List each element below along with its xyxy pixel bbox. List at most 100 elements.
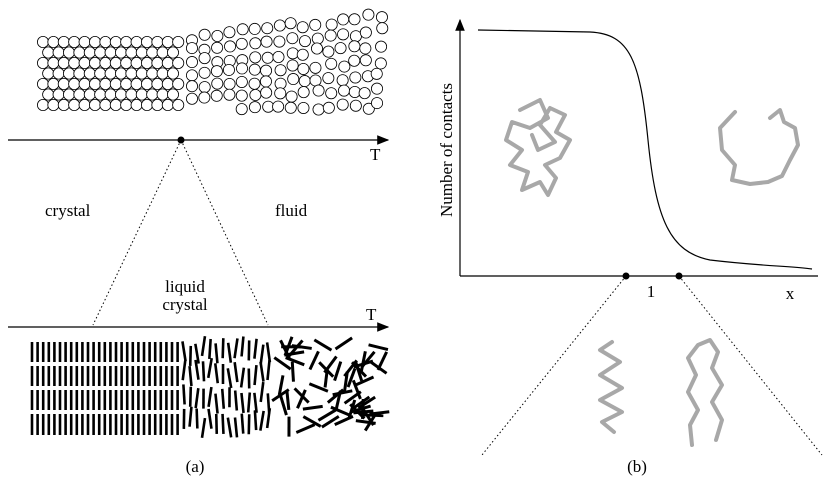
particle — [250, 38, 261, 49]
rod — [286, 358, 305, 365]
axis-label: T — [370, 145, 381, 164]
particle — [152, 99, 163, 110]
particle — [48, 57, 59, 68]
particle — [326, 58, 337, 69]
particle — [84, 47, 95, 58]
particle — [79, 57, 90, 68]
particle — [152, 36, 163, 47]
particle — [105, 68, 116, 79]
rod — [303, 406, 323, 409]
particle — [335, 42, 346, 53]
rod — [378, 352, 387, 370]
particle — [147, 89, 158, 100]
particle — [105, 47, 116, 58]
particle — [115, 68, 126, 79]
figure: T crystal fluid liquid crystal T (a) Num… — [0, 0, 825, 480]
particle — [110, 78, 121, 89]
particle — [237, 24, 248, 35]
rod — [202, 336, 205, 356]
rod — [228, 418, 231, 438]
particle — [43, 89, 54, 100]
rod — [208, 358, 211, 378]
rod — [296, 425, 314, 433]
particle — [349, 41, 360, 52]
particle — [310, 75, 321, 86]
polymer-helix — [600, 342, 622, 432]
particle — [349, 55, 360, 66]
particle — [298, 63, 309, 74]
particle — [37, 36, 48, 47]
particle — [173, 99, 184, 110]
phase-label: fluid — [275, 201, 308, 220]
particle — [211, 90, 222, 101]
particle — [261, 36, 272, 47]
polymers — [506, 100, 798, 445]
rod — [223, 338, 224, 358]
particle — [274, 20, 285, 31]
particle — [89, 99, 100, 110]
particle — [375, 58, 386, 69]
particle-layer — [37, 9, 387, 115]
rod — [242, 414, 243, 434]
rod — [215, 394, 217, 414]
particle — [250, 52, 261, 63]
particle — [152, 57, 163, 68]
particle — [236, 90, 247, 101]
particle — [63, 68, 74, 79]
particle — [89, 78, 100, 89]
particle — [48, 99, 59, 110]
particle — [173, 78, 184, 89]
phase-label: liquid — [165, 277, 205, 296]
particle — [100, 78, 111, 89]
rod — [325, 356, 337, 372]
particle — [199, 53, 210, 64]
particle — [162, 36, 173, 47]
zoom-line — [679, 276, 822, 455]
particle — [37, 57, 48, 68]
particle — [224, 78, 235, 89]
particle — [126, 89, 137, 100]
particle — [250, 89, 261, 100]
rod — [255, 365, 257, 385]
particle — [162, 78, 173, 89]
rod — [216, 343, 218, 363]
rod — [254, 339, 256, 359]
particle — [350, 31, 361, 42]
particle — [115, 47, 126, 58]
particle — [298, 102, 309, 113]
rod — [215, 363, 217, 383]
particle — [337, 29, 348, 40]
particle — [262, 23, 273, 34]
rod — [241, 393, 243, 413]
zoom-line — [482, 276, 626, 455]
particle — [48, 78, 59, 89]
particle — [126, 47, 137, 58]
particle — [299, 75, 310, 86]
particle — [167, 47, 178, 58]
particle — [37, 99, 48, 110]
particle — [236, 63, 247, 74]
particle — [131, 78, 142, 89]
particle — [325, 30, 336, 41]
particle — [186, 81, 197, 92]
rod — [241, 368, 244, 388]
particle — [136, 89, 147, 100]
particle — [350, 100, 361, 111]
particle — [121, 99, 132, 110]
phase-label: crystal — [45, 201, 91, 220]
rod — [248, 393, 250, 413]
particle — [167, 89, 178, 100]
particle — [260, 76, 271, 87]
particle — [360, 27, 371, 38]
particle — [199, 81, 210, 92]
particle — [224, 41, 235, 52]
particle — [312, 33, 323, 44]
particle — [377, 23, 388, 34]
particle — [95, 68, 106, 79]
particle — [69, 99, 80, 110]
particle — [69, 78, 80, 89]
particle — [69, 57, 80, 68]
particle — [131, 57, 142, 68]
rod — [235, 391, 237, 411]
particle — [48, 36, 59, 47]
